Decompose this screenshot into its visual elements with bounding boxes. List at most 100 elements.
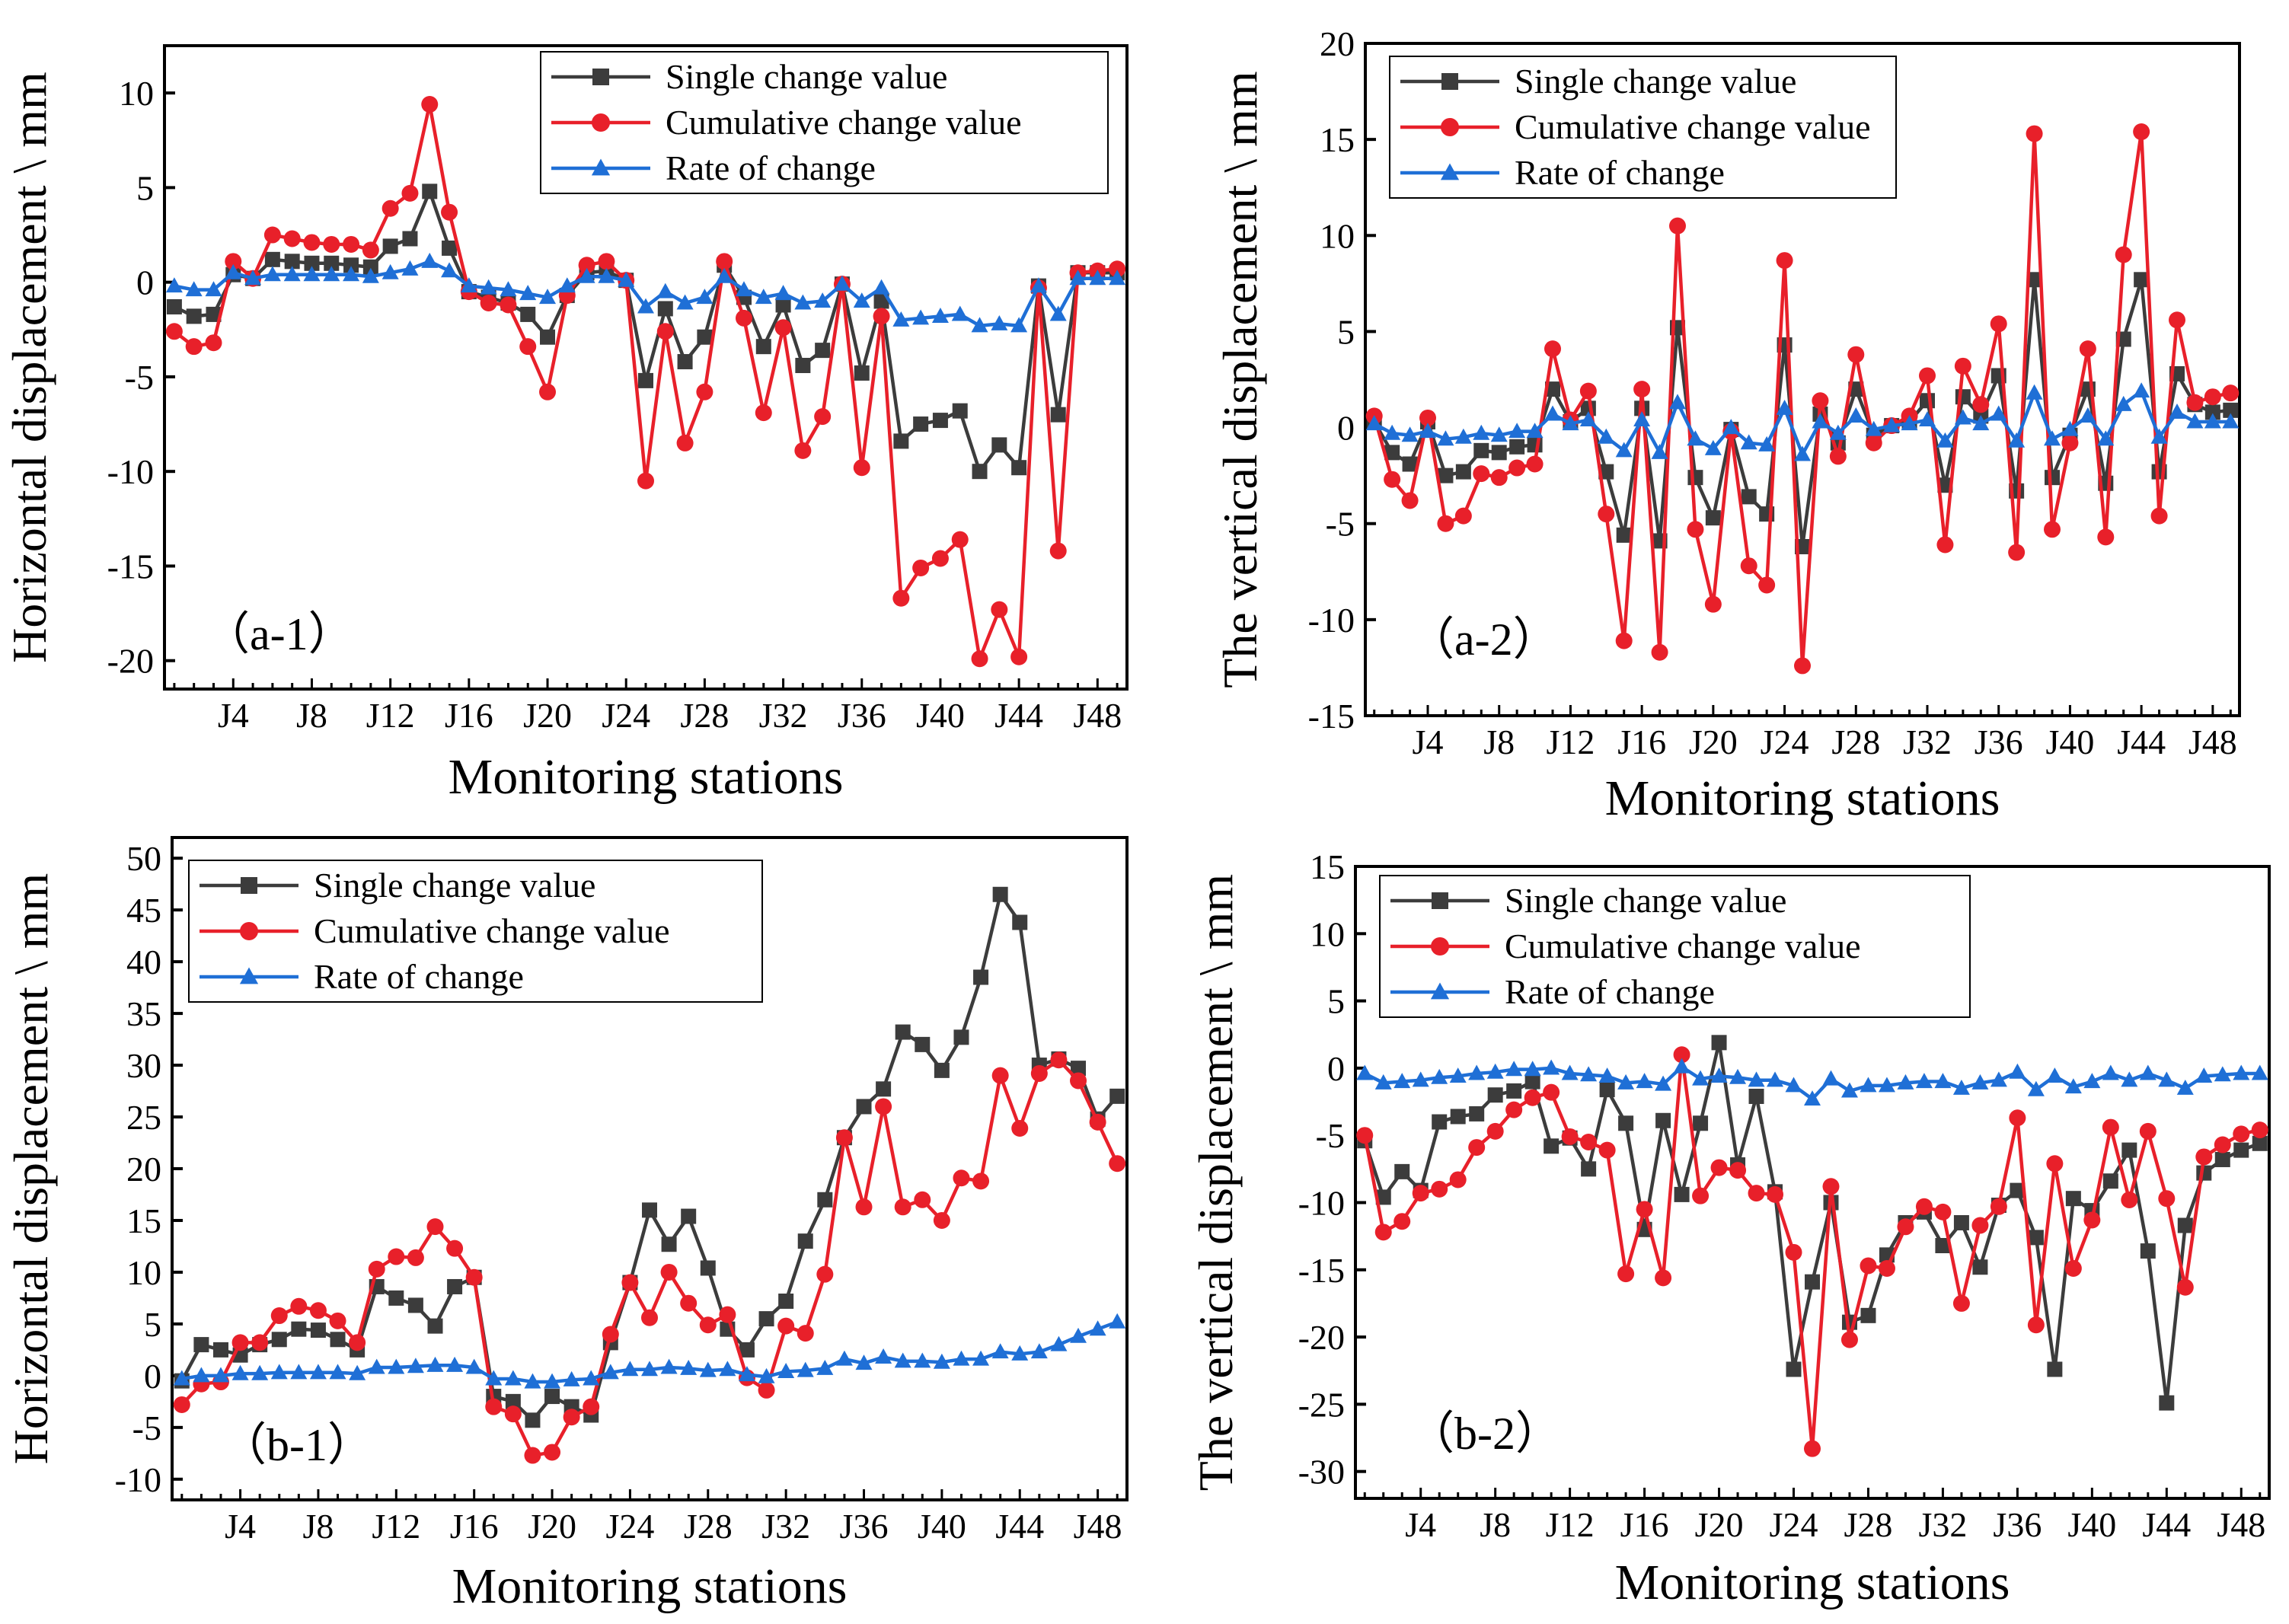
data-point-cumulative: [1748, 1185, 1765, 1202]
data-point-cumulative: [2195, 1148, 2213, 1166]
data-point-rate: [972, 1350, 990, 1366]
data-point-single: [2102, 1173, 2118, 1189]
y-tick-label: -15: [107, 547, 154, 585]
data-point-rate: [1673, 1058, 1690, 1074]
y-tick-label: -5: [132, 1409, 161, 1447]
x-tick-label: J24: [602, 696, 650, 735]
y-tick-label: 15: [126, 1201, 161, 1240]
data-point-cumulative: [231, 1334, 249, 1351]
data-point-cumulative: [1936, 536, 1954, 554]
data-point-cumulative: [1419, 409, 1436, 426]
data-point-rate: [2158, 1071, 2176, 1087]
data-point-cumulative: [953, 1169, 970, 1187]
data-point-cumulative: [583, 1398, 600, 1415]
data-point-rate: [1437, 430, 1454, 446]
y-tick-label: -5: [1326, 505, 1355, 544]
data-point-cumulative: [309, 1302, 327, 1319]
data-point-rate: [558, 277, 576, 293]
data-point-cumulative: [1878, 1260, 1895, 1278]
x-tick-label: J36: [1975, 723, 2023, 761]
data-point-rate: [1011, 1345, 1029, 1361]
data-point-rate: [1860, 1077, 1877, 1093]
data-point-cumulative: [1109, 1155, 1126, 1173]
x-tick-label: J36: [838, 696, 886, 735]
data-point-cumulative: [621, 1274, 639, 1291]
x-tick-label: J12: [366, 696, 415, 735]
data-point-rate: [1109, 1313, 1126, 1329]
data-point-rate: [441, 262, 458, 278]
data-point-single: [1581, 1161, 1597, 1177]
data-point-single: [1384, 445, 1400, 461]
data-point-cumulative: [1829, 448, 1847, 465]
x-tick-label: J28: [684, 1507, 733, 1546]
data-point-rate: [2027, 1080, 2045, 1096]
x-tick-label: J48: [1074, 1507, 1122, 1546]
data-point-rate: [1883, 416, 1901, 432]
data-point-rate: [598, 267, 615, 283]
y-tick-label: 25: [126, 1098, 161, 1137]
data-point-cumulative: [641, 1309, 658, 1326]
data-point-rate: [774, 285, 792, 301]
legend-label-rate: Rate of change: [314, 957, 524, 996]
data-point-rate: [1901, 415, 1918, 431]
data-point-cumulative: [2158, 1190, 2176, 1208]
data-point-cumulative: [758, 1381, 775, 1399]
data-point-cumulative: [1822, 1178, 1840, 1195]
data-point-rate: [814, 292, 832, 308]
data-point-rate: [892, 311, 910, 327]
x-tick-label: J40: [918, 1507, 966, 1546]
legend: Single change value Cumulative change val…: [1379, 875, 1971, 1018]
legend: Single change value Cumulative change val…: [1389, 56, 1897, 199]
data-point-cumulative: [1437, 515, 1454, 532]
data-point-rate: [244, 270, 262, 286]
data-point-rate: [1776, 399, 1793, 415]
data-point-cumulative: [1454, 507, 1472, 525]
legend-marker-single: [1432, 892, 1448, 909]
data-point-single: [758, 1311, 774, 1327]
data-point-cumulative: [2169, 311, 2185, 329]
data-point-cumulative: [1544, 340, 1561, 358]
data-point-cumulative: [914, 1191, 931, 1208]
data-point-single: [991, 437, 1007, 453]
data-point-rate: [618, 271, 635, 287]
data-point-rate: [1990, 1071, 2007, 1087]
data-point-cumulative: [1579, 382, 1597, 400]
data-point-cumulative: [835, 1129, 853, 1147]
data-point-rate: [1431, 1068, 1448, 1084]
data-point-single: [661, 1236, 677, 1252]
data-point-rate: [343, 266, 360, 282]
data-point-single: [1012, 914, 1028, 930]
data-point-single: [775, 297, 791, 313]
legend-label-cumulative: Cumulative change value: [1505, 927, 1861, 965]
data-point-rate: [1812, 413, 1829, 429]
y-tick-label: 5: [144, 1305, 161, 1344]
data-point-rate: [1070, 1327, 1087, 1343]
y-tick-label: 5: [136, 168, 154, 207]
data-point-single: [1402, 456, 1418, 472]
y-tick-label: -20: [107, 642, 154, 681]
data-point-cumulative: [699, 1316, 717, 1334]
data-point-cumulative: [2102, 1118, 2119, 1136]
data-point-rate: [621, 1361, 639, 1377]
data-point-rate: [1865, 420, 1882, 436]
data-point-cumulative: [912, 559, 930, 576]
data-point-single: [2028, 1230, 2044, 1246]
data-point-rate: [1758, 436, 1776, 451]
data-point-single: [1544, 1138, 1560, 1154]
data-point-cumulative: [539, 383, 557, 400]
data-point-rate: [2251, 1064, 2268, 1080]
data-point-cumulative: [2186, 394, 2204, 411]
data-point-single: [284, 254, 300, 270]
data-point-cumulative: [855, 1198, 873, 1216]
x-tick-label: J24: [1770, 1505, 1818, 1544]
data-point-cumulative: [1070, 1072, 1087, 1090]
data-point-rate: [407, 1358, 424, 1374]
data-point-cumulative: [894, 1198, 911, 1216]
data-point-single: [407, 1297, 423, 1313]
data-point-cumulative: [1934, 1203, 1952, 1220]
data-point-single: [324, 255, 340, 271]
legend-marker-cumulative: [1431, 937, 1449, 956]
data-point-single: [700, 1260, 716, 1276]
data-point-cumulative: [716, 253, 733, 270]
data-point-cumulative: [323, 235, 340, 253]
